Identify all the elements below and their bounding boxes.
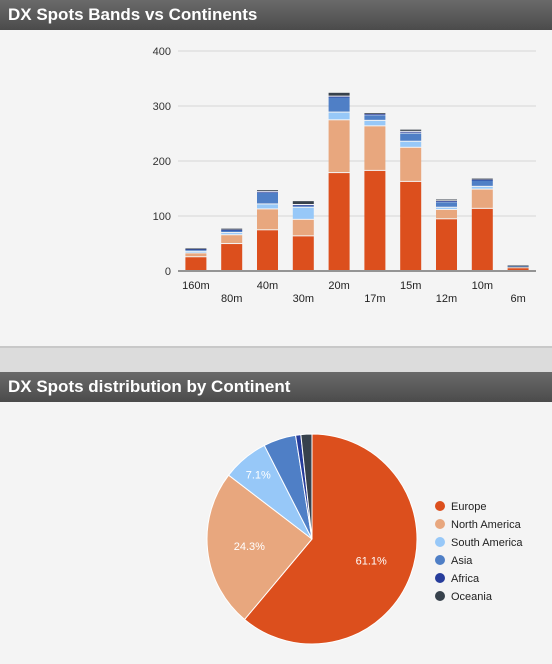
panel-divider-line (0, 346, 552, 348)
legend-label: Asia (451, 555, 473, 567)
continent-pie-chart: 61.1% 24.3% 7.1% Europe North America South A… (206, 433, 523, 645)
legend-label: Oceania (451, 591, 493, 603)
x-tick-label: 6m (510, 293, 525, 305)
bar-segment-europe (436, 219, 457, 270)
bar-segment-africa (257, 191, 278, 193)
legend-label: South America (451, 537, 523, 549)
x-tick-label: 12m (436, 293, 457, 305)
bar-segment-asia (185, 249, 207, 251)
bar-segment-north-america (328, 120, 350, 173)
bar-segment-north-america (436, 209, 457, 219)
bar-segment-north-america (185, 253, 207, 257)
pie-slice-europe (243, 433, 418, 645)
x-tick-label: 40m (257, 280, 278, 292)
bar-segment-north-america (257, 209, 278, 230)
pie-slice-label: 24.3% (234, 541, 265, 553)
x-tick-label: 30m (293, 293, 314, 305)
pie-slice-label: 61.1% (356, 556, 387, 568)
bar-segment-europe (292, 236, 314, 270)
bar-segment-africa (328, 96, 350, 98)
bar-segment-europe (257, 230, 278, 270)
bar-segment-europe (471, 208, 493, 270)
bar-segment-south-america (257, 204, 278, 209)
bar-segment-oceania (185, 248, 207, 250)
y-tick-label: 0 (165, 266, 171, 278)
legend-swatch-icon (435, 501, 445, 511)
bar-segment-asia (400, 133, 422, 141)
x-tick-label: 80m (221, 293, 242, 305)
bar-segment-asia (436, 202, 457, 207)
bar-segment-africa (292, 205, 314, 206)
panel-divider (0, 346, 552, 372)
bar-segment-south-america (436, 207, 457, 209)
bar-segment-north-america (400, 147, 422, 181)
pie-slice-label: 7.1% (246, 469, 271, 481)
legend-label: Europe (451, 501, 486, 513)
legend-swatch-icon (435, 573, 445, 583)
bar-segment-europe (221, 244, 243, 270)
bar-segment-africa (185, 249, 207, 250)
bands-panel-title: DX Spots Bands vs Continents (0, 0, 552, 30)
x-tick-label: 160m (182, 280, 210, 292)
bar-segment-asia (328, 97, 350, 112)
y-tick-label: 300 (153, 101, 171, 113)
bar-segment-asia (507, 266, 529, 267)
bar-segment-oceania (507, 265, 529, 267)
bar-segment-south-america (221, 233, 243, 235)
y-tick-label: 100 (153, 211, 171, 223)
x-tick-label: 10m (472, 280, 493, 292)
legend-swatch-icon (435, 555, 445, 565)
x-tick-label: 20m (328, 280, 349, 292)
bar-segment-europe (185, 257, 207, 270)
bar-segment-asia (471, 180, 493, 186)
bar-segment-north-america (221, 235, 243, 244)
bar-segment-oceania (257, 190, 278, 191)
distribution-panel-title: DX Spots distribution by Continent (0, 372, 552, 402)
bar-segment-south-america (507, 266, 529, 268)
bar-segment-asia (292, 206, 314, 207)
bar-segment-africa (436, 201, 457, 202)
bar-segment-north-america (364, 126, 386, 170)
bar-segment-north-america (507, 267, 529, 268)
bar-segment-europe (507, 268, 529, 270)
bar-segment-oceania (400, 129, 422, 131)
bar-segment-north-america (471, 189, 493, 208)
bar-segment-africa (221, 229, 243, 231)
legend-swatch-icon (435, 591, 445, 601)
y-tick-label: 400 (153, 46, 171, 58)
bar-segment-europe (364, 170, 386, 270)
bar-segment-oceania (292, 201, 314, 204)
bar-segment-south-america (328, 112, 350, 120)
legend-label: North America (451, 519, 522, 531)
pie-slice-oceania (300, 433, 313, 540)
bar-segment-africa (400, 131, 422, 133)
bar-segment-asia (364, 115, 386, 120)
bar-segment-oceania (221, 228, 243, 230)
bands-stacked-bar-chart: 0 100 200 300 400 160m 80m 40m 30m 20m 17m 15m 12m 10… (153, 46, 536, 305)
y-tick-label: 200 (153, 156, 171, 168)
bar-segment-south-america (292, 207, 314, 219)
legend-label: Africa (451, 573, 480, 585)
bar-segment-africa (364, 114, 386, 116)
legend-swatch-icon (435, 537, 445, 547)
legend-swatch-icon (435, 519, 445, 529)
bar-segment-oceania (436, 199, 457, 201)
x-tick-label: 17m (364, 293, 385, 305)
bar-segment-europe (328, 173, 350, 270)
bar-segment-south-america (400, 141, 422, 147)
bar-segment-europe (400, 181, 422, 270)
bar-segment-south-america (471, 186, 493, 189)
bar-segment-south-america (364, 120, 386, 126)
pie-slice-north-america (206, 474, 313, 621)
bar-segment-asia (257, 192, 278, 204)
bar-segment-south-america (185, 251, 207, 253)
bar-segment-africa (471, 179, 493, 181)
bar-segment-north-america (292, 219, 314, 236)
bar-segment-asia (221, 230, 243, 233)
x-tick-label: 15m (400, 280, 421, 292)
bar-segment-oceania (364, 113, 386, 114)
bar-segment-oceania (471, 178, 493, 180)
bar-segment-oceania (328, 92, 350, 96)
